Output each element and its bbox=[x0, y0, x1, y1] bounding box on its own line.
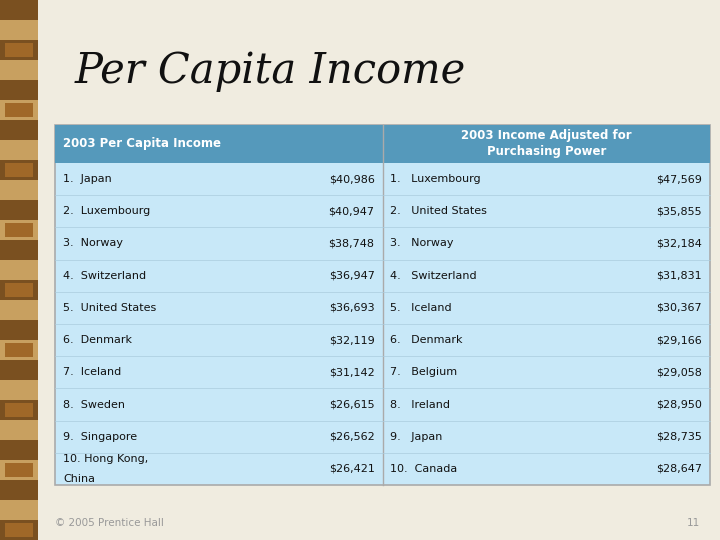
Text: $40,986: $40,986 bbox=[328, 174, 374, 184]
Text: $36,693: $36,693 bbox=[329, 303, 374, 313]
Text: 7.  Iceland: 7. Iceland bbox=[63, 367, 121, 377]
FancyBboxPatch shape bbox=[0, 380, 38, 400]
FancyBboxPatch shape bbox=[55, 125, 710, 163]
FancyBboxPatch shape bbox=[5, 523, 33, 537]
Text: 6.   Denmark: 6. Denmark bbox=[390, 335, 463, 345]
Text: 3.   Norway: 3. Norway bbox=[390, 239, 454, 248]
FancyBboxPatch shape bbox=[0, 480, 38, 500]
FancyBboxPatch shape bbox=[5, 43, 33, 57]
FancyBboxPatch shape bbox=[0, 120, 38, 140]
FancyBboxPatch shape bbox=[0, 280, 38, 300]
FancyBboxPatch shape bbox=[0, 440, 38, 460]
FancyBboxPatch shape bbox=[0, 260, 38, 280]
FancyBboxPatch shape bbox=[0, 460, 38, 480]
FancyBboxPatch shape bbox=[0, 160, 38, 180]
Text: 7.   Belgium: 7. Belgium bbox=[390, 367, 458, 377]
Text: 2003 Income Adjusted for
Purchasing Power: 2003 Income Adjusted for Purchasing Powe… bbox=[461, 130, 631, 159]
Text: 2.  Luxembourg: 2. Luxembourg bbox=[63, 206, 150, 217]
Text: 5.   Iceland: 5. Iceland bbox=[390, 303, 452, 313]
FancyBboxPatch shape bbox=[5, 223, 33, 237]
Text: 2.   United States: 2. United States bbox=[390, 206, 487, 217]
FancyBboxPatch shape bbox=[0, 340, 38, 360]
Text: 6.  Denmark: 6. Denmark bbox=[63, 335, 132, 345]
Text: $26,615: $26,615 bbox=[329, 400, 374, 409]
Text: $28,735: $28,735 bbox=[656, 431, 702, 442]
FancyBboxPatch shape bbox=[0, 180, 38, 200]
Text: 11: 11 bbox=[687, 518, 700, 528]
FancyBboxPatch shape bbox=[0, 60, 38, 80]
FancyBboxPatch shape bbox=[0, 360, 38, 380]
FancyBboxPatch shape bbox=[0, 140, 38, 160]
FancyBboxPatch shape bbox=[5, 163, 33, 177]
FancyBboxPatch shape bbox=[0, 400, 38, 420]
FancyBboxPatch shape bbox=[5, 343, 33, 357]
FancyBboxPatch shape bbox=[5, 103, 33, 117]
FancyBboxPatch shape bbox=[0, 420, 38, 440]
Text: 4.   Switzerland: 4. Switzerland bbox=[390, 271, 477, 281]
Text: 9.   Japan: 9. Japan bbox=[390, 431, 443, 442]
Text: $28,950: $28,950 bbox=[656, 400, 702, 409]
Text: $26,562: $26,562 bbox=[329, 431, 374, 442]
FancyBboxPatch shape bbox=[5, 403, 33, 417]
Text: $40,947: $40,947 bbox=[328, 206, 374, 217]
Text: 5.  United States: 5. United States bbox=[63, 303, 156, 313]
FancyBboxPatch shape bbox=[0, 40, 38, 60]
FancyBboxPatch shape bbox=[55, 125, 710, 485]
FancyBboxPatch shape bbox=[0, 100, 38, 120]
Text: $36,947: $36,947 bbox=[328, 271, 374, 281]
FancyBboxPatch shape bbox=[5, 463, 33, 477]
FancyBboxPatch shape bbox=[0, 240, 38, 260]
FancyBboxPatch shape bbox=[0, 20, 38, 40]
Text: 8.  Sweden: 8. Sweden bbox=[63, 400, 125, 409]
Text: 3.  Norway: 3. Norway bbox=[63, 239, 123, 248]
FancyBboxPatch shape bbox=[0, 500, 38, 520]
Text: $29,166: $29,166 bbox=[656, 335, 702, 345]
FancyBboxPatch shape bbox=[0, 300, 38, 320]
FancyBboxPatch shape bbox=[0, 220, 38, 240]
Text: 9.  Singapore: 9. Singapore bbox=[63, 431, 137, 442]
FancyBboxPatch shape bbox=[0, 0, 38, 20]
Text: $35,855: $35,855 bbox=[657, 206, 702, 217]
Text: © 2005 Prentice Hall: © 2005 Prentice Hall bbox=[55, 518, 164, 528]
Text: 8.   Ireland: 8. Ireland bbox=[390, 400, 451, 409]
FancyBboxPatch shape bbox=[0, 80, 38, 100]
FancyBboxPatch shape bbox=[0, 200, 38, 220]
FancyBboxPatch shape bbox=[0, 520, 38, 540]
FancyBboxPatch shape bbox=[0, 320, 38, 340]
Text: $28,647: $28,647 bbox=[656, 464, 702, 474]
Text: Per Capita Income: Per Capita Income bbox=[75, 50, 467, 92]
Text: 10. Hong Kong,: 10. Hong Kong, bbox=[63, 454, 148, 464]
Text: $26,421: $26,421 bbox=[328, 464, 374, 474]
Text: 10.  Canada: 10. Canada bbox=[390, 464, 458, 474]
FancyBboxPatch shape bbox=[5, 283, 33, 297]
Text: 1.  Japan: 1. Japan bbox=[63, 174, 112, 184]
FancyBboxPatch shape bbox=[0, 0, 38, 540]
Text: $38,748: $38,748 bbox=[328, 239, 374, 248]
Text: $47,569: $47,569 bbox=[656, 174, 702, 184]
Text: $29,058: $29,058 bbox=[656, 367, 702, 377]
Text: $31,142: $31,142 bbox=[329, 367, 374, 377]
Text: $30,367: $30,367 bbox=[657, 303, 702, 313]
Text: 4.  Switzerland: 4. Switzerland bbox=[63, 271, 146, 281]
Text: 1.   Luxembourg: 1. Luxembourg bbox=[390, 174, 481, 184]
Text: $32,119: $32,119 bbox=[329, 335, 374, 345]
Text: 2003 Per Capita Income: 2003 Per Capita Income bbox=[63, 138, 221, 151]
Text: $31,831: $31,831 bbox=[657, 271, 702, 281]
Text: China: China bbox=[63, 474, 95, 484]
Text: $32,184: $32,184 bbox=[656, 239, 702, 248]
